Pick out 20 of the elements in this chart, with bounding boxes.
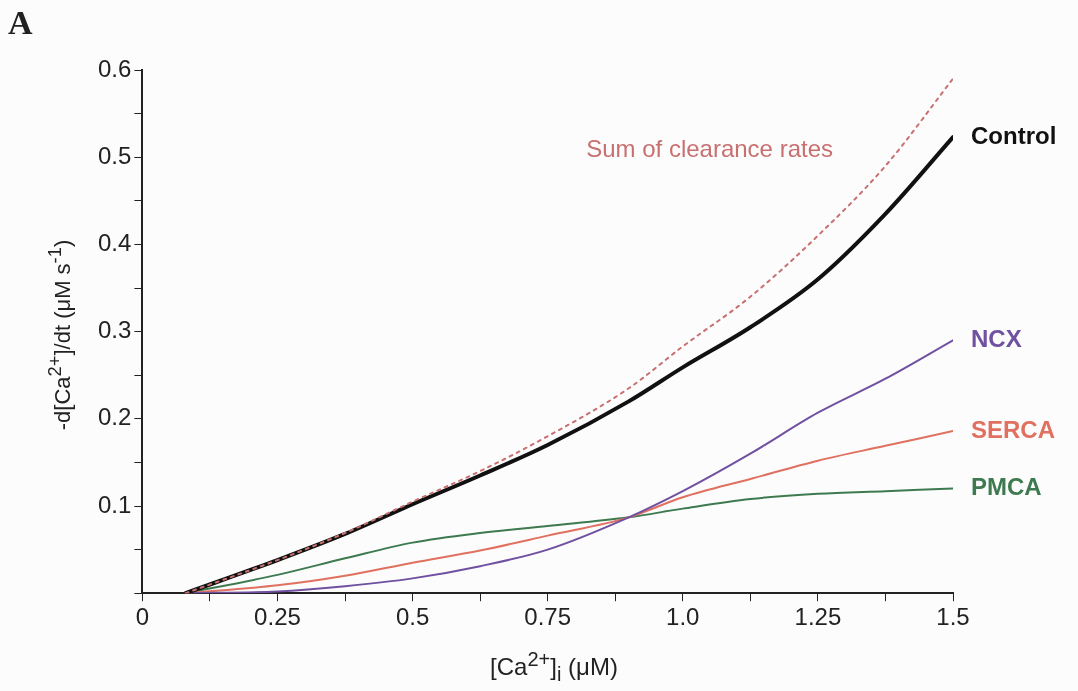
y-tick-label: 0.6 xyxy=(97,54,132,82)
y-tick-label: 0.2 xyxy=(97,403,132,431)
x-tick-label: 0 xyxy=(135,603,150,631)
y-tick-label: 0.3 xyxy=(97,316,132,344)
x-tick-label: 1.25 xyxy=(794,603,842,631)
series-label: NCX xyxy=(971,324,1022,352)
x-tick-label: 0.5 xyxy=(395,603,430,631)
text: A xyxy=(8,4,33,42)
series-label: Control xyxy=(971,121,1057,149)
y-tick-label: 0.5 xyxy=(97,141,132,169)
y-tick-label: 0.4 xyxy=(97,229,132,257)
y-tick-label: 0.1 xyxy=(97,490,132,518)
x-axis-title: [Ca$^{2+}$]$_{i}$ (μM) xyxy=(489,648,619,686)
series-label: PMCA xyxy=(971,473,1042,501)
series-label: SERCA xyxy=(971,415,1056,443)
x-tick-label: 1.0 xyxy=(666,603,700,631)
x-tick-label: 0.75 xyxy=(524,603,572,631)
series-label: Sum of clearance rates xyxy=(586,135,833,163)
x-tick-label: 1.5 xyxy=(936,603,970,631)
x-tick-label: 0.25 xyxy=(254,603,301,631)
